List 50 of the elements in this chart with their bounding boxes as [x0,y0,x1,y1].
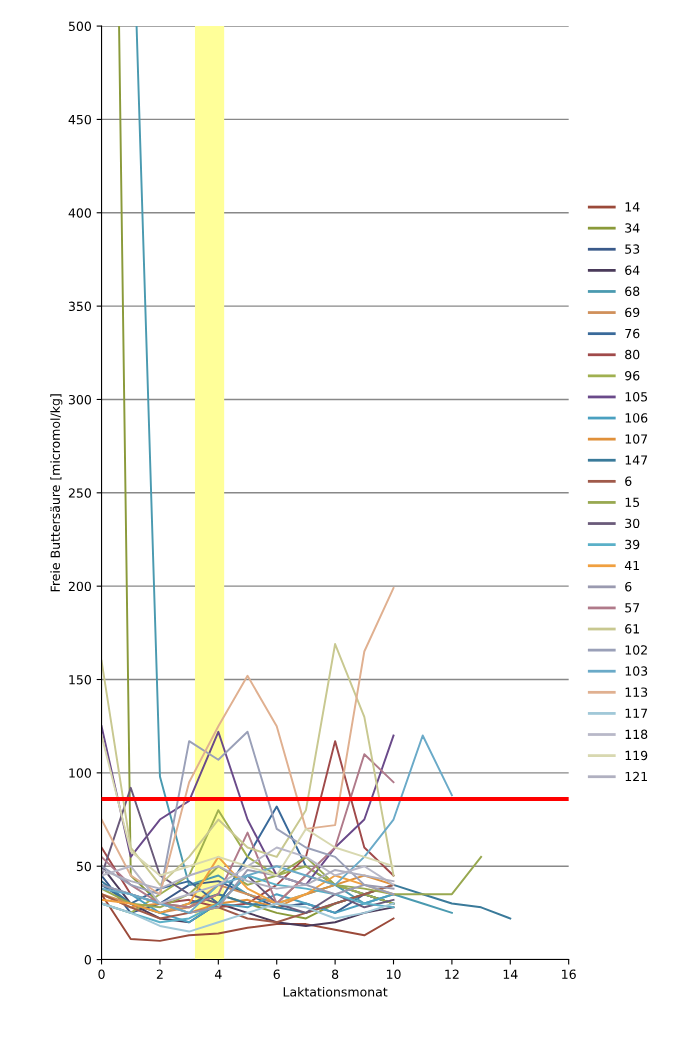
legend-label: 107 [625,434,648,444]
x-axis-title: Laktationsmonat [283,986,388,997]
x-tick-label: 12 [445,969,459,979]
legend-label: 69 [625,307,640,318]
legend-label: 57 [625,603,640,613]
x-tick-label: 14 [503,969,518,979]
x-tick-label: 10 [386,969,401,979]
y-tick-label: 200 [68,581,91,592]
x-tick-label: 8 [331,969,339,979]
y-tick-label: 100 [69,768,91,778]
legend-label: 106 [625,413,648,423]
legend-label: 30 [625,518,640,529]
legend-label: 34 [625,223,640,233]
legend-label: 80 [625,349,640,360]
legend-label: 64 [625,265,640,275]
x-tick-label: 0 [98,969,105,979]
legend-label: 14 [625,202,640,212]
legend-label: 113 [625,687,648,697]
y-tick-label: 0 [84,955,91,965]
legend-label: 68 [625,286,640,297]
legend-label: 61 [625,624,640,634]
legend-label: 119 [625,750,648,761]
legend-label: 76 [625,328,640,339]
legend-label: 96 [625,370,640,381]
legend-label: 103 [625,666,648,676]
x-tick-label: 6 [273,969,280,979]
y-tick-label: 300 [68,394,91,405]
legend-label: 147 [625,455,648,465]
y-tick-label: 50 [76,861,91,872]
x-tick-label: 4 [214,969,222,979]
y-tick-label: 150 [69,674,91,685]
legend-label: 121 [625,771,647,782]
legend-label: 118 [625,729,648,740]
legend-label: 41 [624,561,640,571]
x-tick-label: 16 [562,969,576,979]
legend-label: 102 [625,645,647,655]
legend-label: 53 [625,244,640,254]
y-axis-title: Freie Buttersäure [micromol/kg] [50,394,63,592]
legend-label: 6 [625,581,632,592]
y-tick-label: 500 [68,21,91,31]
y-tick-label: 400 [68,208,91,218]
legend-label: 15 [625,497,640,507]
y-tick-label: 450 [68,114,91,125]
legend-label: 6 [625,476,632,486]
y-tick-label: 250 [68,488,91,498]
y-tick-label: 350 [68,301,91,312]
legend-label: 39 [625,539,640,550]
legend-label: 117 [625,708,648,718]
x-tick-label: 2 [156,969,163,979]
legend-label: 105 [625,392,648,402]
